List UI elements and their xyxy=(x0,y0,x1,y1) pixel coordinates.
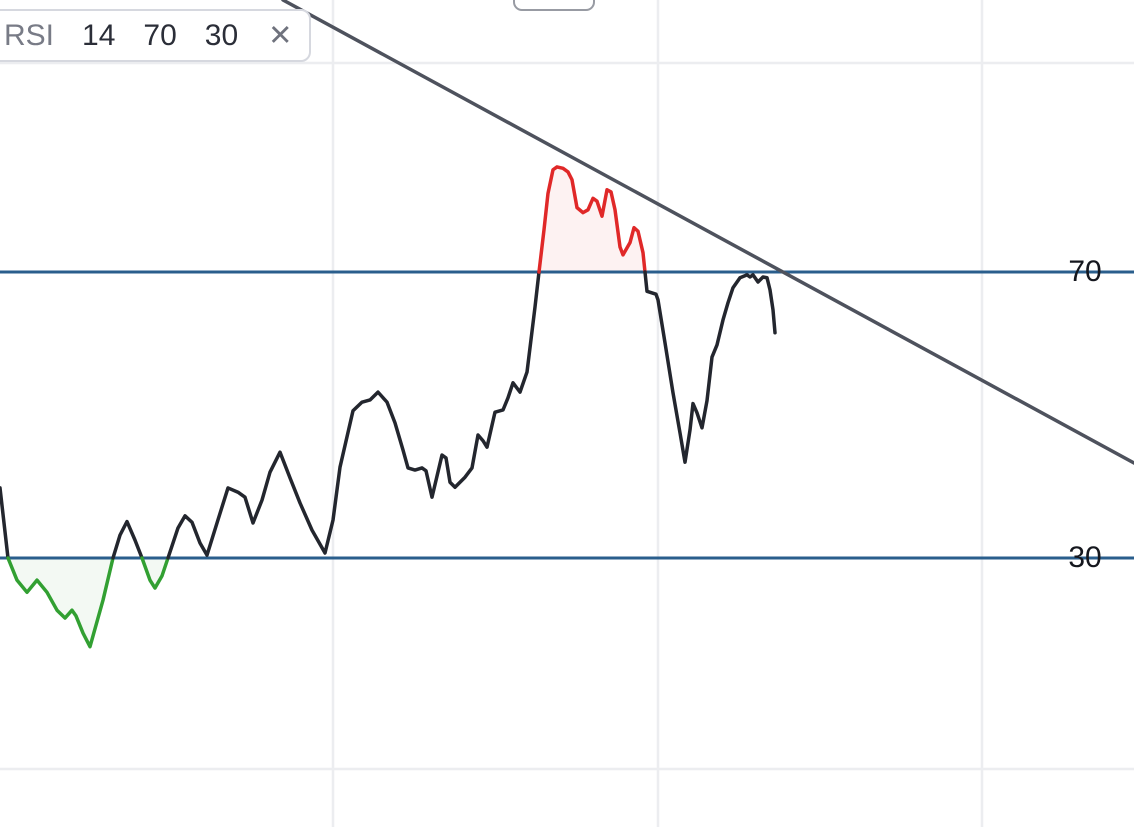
toolbar-button-fragment[interactable] xyxy=(513,0,595,11)
rsi-lower-band-value: 30 xyxy=(204,18,239,52)
rsi-line-segment[interactable] xyxy=(140,556,170,590)
rsi-oversold-fill xyxy=(142,558,168,589)
rsi-upper-band-value: 70 xyxy=(143,18,177,52)
close-icon[interactable]: ✕ xyxy=(268,18,293,52)
rsi-overbought-fill xyxy=(539,166,645,272)
rsi-length-value: 14 xyxy=(82,18,116,52)
rsi-line-segment[interactable] xyxy=(6,556,115,649)
rsi-line-segment[interactable] xyxy=(537,165,647,274)
rsi-legend-pill[interactable]: RSI 14 70 30 ✕ xyxy=(0,9,312,62)
rsi-oversold-fill xyxy=(8,558,113,647)
indicator-name-label: RSI xyxy=(4,18,55,52)
rsi-line-segment[interactable] xyxy=(111,519,144,560)
trendline-drawing[interactable] xyxy=(281,0,1134,465)
rsi-line-segment[interactable] xyxy=(166,270,541,560)
rsi-line-segment[interactable] xyxy=(0,486,10,560)
axis-label-70: 70 xyxy=(1068,255,1102,288)
rsi-line-segment[interactable] xyxy=(643,270,777,464)
axis-label-30: 30 xyxy=(1068,541,1102,574)
